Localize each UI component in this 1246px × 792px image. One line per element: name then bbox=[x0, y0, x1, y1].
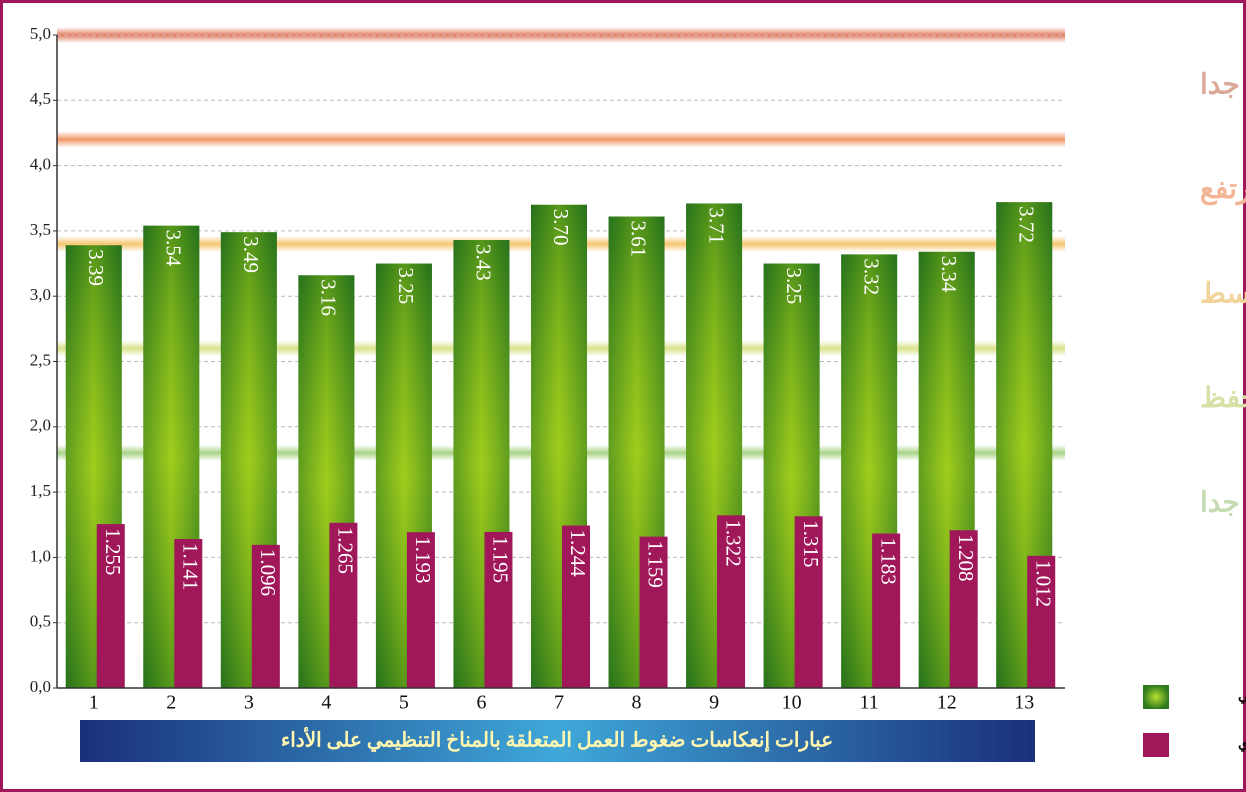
band-label: متوسط bbox=[1200, 279, 1246, 311]
y-tick-label: 3,0 bbox=[30, 285, 51, 304]
y-tick-label: 1,5 bbox=[30, 481, 51, 500]
value-label: 3.34 bbox=[937, 256, 961, 293]
bar bbox=[484, 531, 513, 688]
band-label: منخفظ bbox=[1200, 383, 1246, 414]
value-label: 1.183 bbox=[876, 538, 900, 585]
legend-swatch bbox=[1143, 685, 1169, 709]
x-tick-label: 2 bbox=[166, 692, 176, 714]
value-label: 1.141 bbox=[178, 543, 202, 590]
band-label: مرتفع bbox=[1200, 174, 1246, 206]
value-label: 3.32 bbox=[859, 258, 883, 295]
bar bbox=[329, 522, 358, 688]
bar bbox=[251, 544, 280, 688]
x-tick-label: 3 bbox=[244, 692, 254, 714]
value-label: 1.315 bbox=[799, 520, 823, 567]
x-tick-label: 13 bbox=[1014, 692, 1034, 714]
value-label: 1.159 bbox=[644, 541, 668, 588]
bar bbox=[406, 532, 435, 688]
value-label: 1.255 bbox=[101, 528, 125, 575]
value-label: 3.25 bbox=[394, 268, 418, 305]
y-tick-label: 3,5 bbox=[30, 220, 51, 239]
x-tick-label: 5 bbox=[399, 692, 409, 714]
value-label: 3.71 bbox=[704, 207, 728, 244]
x-tick-label: 7 bbox=[554, 692, 564, 714]
x-label-banner bbox=[80, 720, 1035, 762]
y-tick-label: 1,0 bbox=[30, 546, 51, 565]
value-label: 3.25 bbox=[782, 268, 806, 305]
value-label: 3.49 bbox=[239, 236, 263, 273]
x-tick-label: 12 bbox=[937, 692, 957, 714]
y-tick-label: 2,5 bbox=[30, 350, 51, 369]
value-label: 1.244 bbox=[566, 530, 590, 578]
bar bbox=[562, 525, 590, 688]
value-label: 3.39 bbox=[84, 249, 108, 286]
value-label: 1.012 bbox=[1031, 560, 1055, 607]
value-label: 3.72 bbox=[1014, 206, 1038, 243]
value-label: 3.61 bbox=[627, 221, 651, 258]
x-tick-label: 9 bbox=[709, 692, 719, 714]
band-line bbox=[57, 131, 1065, 148]
value-label: 3.16 bbox=[317, 279, 341, 316]
value-label: 1.195 bbox=[489, 536, 513, 583]
y-tick-label: 2,0 bbox=[30, 416, 51, 435]
value-label: 1.208 bbox=[954, 534, 978, 581]
bar bbox=[794, 516, 823, 688]
y-tick-label: 0,0 bbox=[30, 677, 51, 696]
x-tick-label: 6 bbox=[476, 692, 486, 714]
band-label: مرتفع جدا bbox=[1200, 70, 1246, 102]
bar bbox=[717, 515, 746, 688]
x-tick-label: 8 bbox=[632, 692, 642, 714]
x-tick-label: 4 bbox=[321, 692, 331, 714]
value-label: 1.265 bbox=[334, 527, 358, 574]
band-label: منخفظ جدا bbox=[1200, 488, 1246, 519]
bar bbox=[1027, 555, 1056, 688]
value-label: 3.54 bbox=[161, 230, 185, 267]
bar bbox=[949, 530, 978, 688]
x-tick-label: 1 bbox=[89, 692, 99, 714]
y-tick-label: 4,0 bbox=[30, 155, 51, 174]
x-axis-label: عبارات إنعكاسات ضغوط العمل المتعلقة بالم… bbox=[281, 727, 833, 753]
value-label: 1.096 bbox=[256, 549, 280, 596]
bar bbox=[96, 524, 125, 688]
y-tick-label: 5,0 bbox=[30, 24, 51, 43]
value-label: 1.322 bbox=[721, 519, 745, 566]
bar bbox=[639, 536, 668, 688]
legend-swatch bbox=[1143, 733, 1169, 757]
bar bbox=[174, 538, 203, 688]
y-tick-label: 4,5 bbox=[30, 89, 51, 108]
x-tick-label: 11 bbox=[860, 692, 879, 714]
legend-label: الإنحراف المعياري bbox=[1238, 737, 1246, 753]
bar bbox=[872, 533, 901, 688]
value-label: 3.70 bbox=[549, 209, 573, 246]
x-tick-label: 10 bbox=[782, 692, 802, 714]
y-tick-label: 0,5 bbox=[30, 612, 51, 631]
value-label: 3.43 bbox=[472, 244, 496, 281]
legend-label: المتوسط الحسابي bbox=[1238, 689, 1246, 704]
value-label: 1.193 bbox=[411, 536, 435, 583]
